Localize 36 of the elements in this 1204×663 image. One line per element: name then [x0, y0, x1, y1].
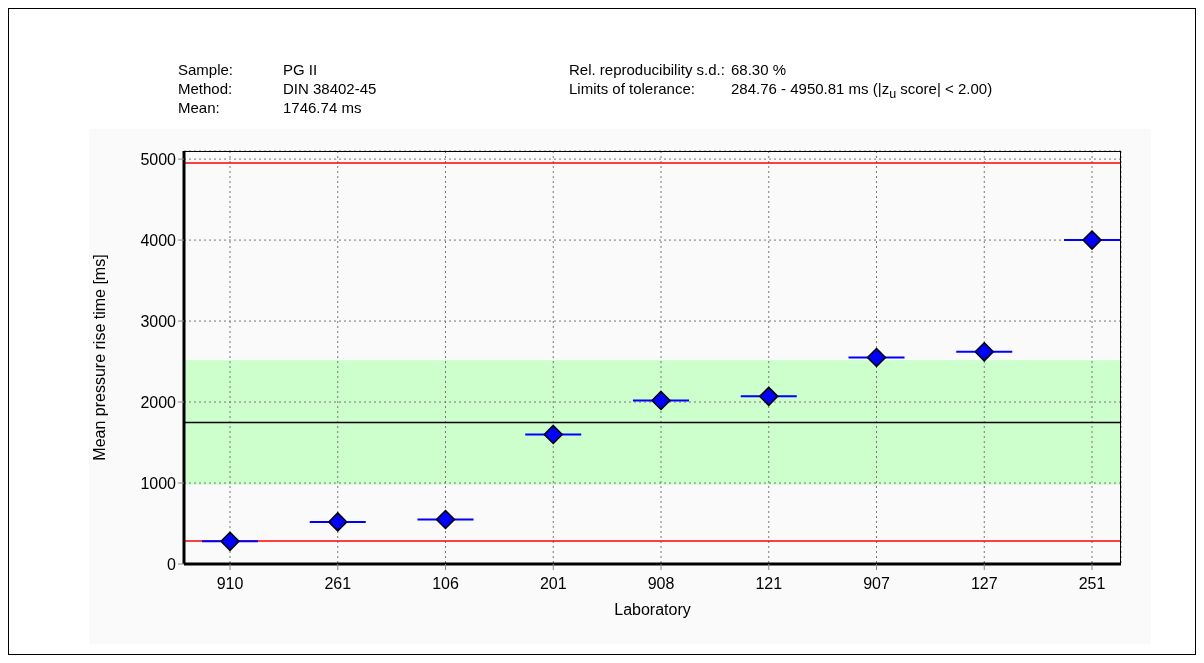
y-tick-label: 3000: [140, 312, 177, 330]
x-axis-title: Laboratory: [614, 601, 691, 619]
point: [328, 512, 348, 532]
point: [435, 509, 456, 530]
x-tick-label: 201: [539, 575, 567, 593]
text: Limits of tolerance:: [569, 80, 695, 97]
y-tick-label: 2000: [140, 393, 177, 411]
text: Method:: [178, 80, 233, 97]
x-tick-label: 121: [755, 575, 783, 593]
y-tick-label: 1000: [140, 474, 177, 492]
text: Mean:: [178, 99, 220, 116]
point: [759, 386, 779, 407]
x-tick-label: 261: [324, 575, 352, 593]
point: [974, 342, 994, 362]
y-tick-label: 5000: [140, 150, 177, 168]
x-tick-label: 910: [216, 575, 244, 593]
text: 68.30 %: [731, 61, 787, 78]
text: Rel. reproducibility s.d.:: [569, 61, 725, 78]
point: [543, 424, 563, 445]
x-tick-label: 127: [970, 575, 998, 593]
x-tick-label: 106: [432, 575, 459, 593]
y-tick-label: 0: [167, 555, 177, 573]
text: 1746.74 ms: [283, 99, 362, 116]
point: [220, 531, 240, 552]
x-tick-label: 251: [1078, 575, 1106, 593]
text: PG II: [283, 61, 318, 78]
y-axis-title: Mean pressure rise time [ms]: [90, 254, 108, 461]
point: [1082, 230, 1102, 250]
text: Sample:: [178, 61, 234, 78]
y-tick-label: 4000: [140, 231, 177, 249]
x-tick-label: 907: [863, 575, 890, 593]
x-tick-label: 908: [647, 575, 675, 593]
text: 284.76 - 4950.81 ms (|z$_{u}$ score| < 2.00): [731, 80, 993, 101]
point: [651, 390, 671, 411]
text: DIN 38402-45: [283, 80, 377, 97]
point: [866, 347, 887, 368]
